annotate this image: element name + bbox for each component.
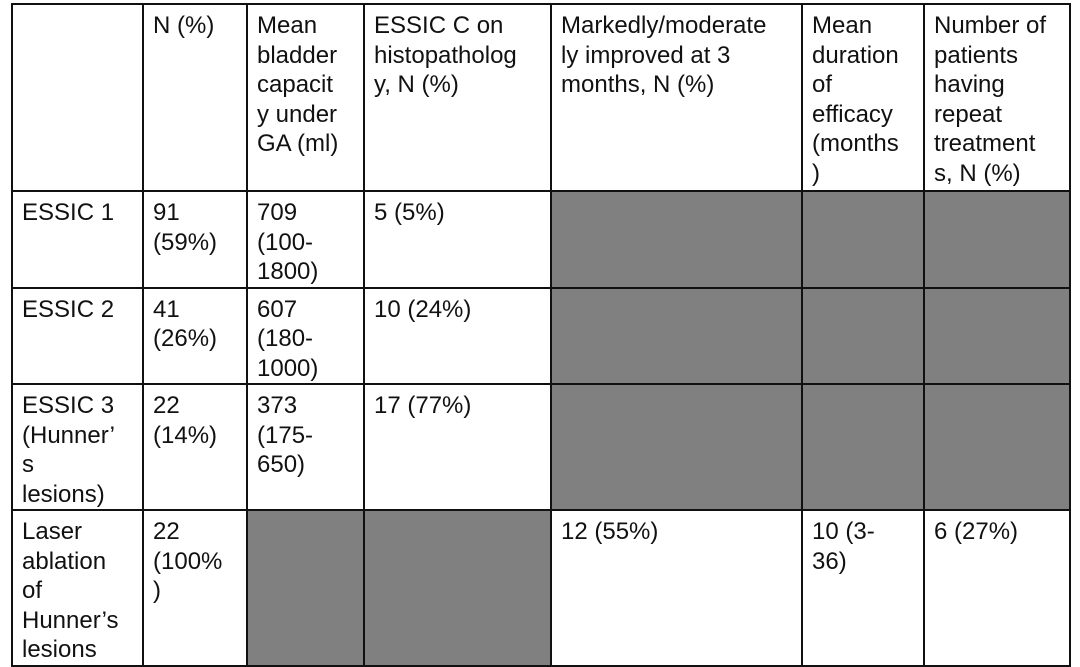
- results-table: N (%) Mean bladder capacit y under GA (m…: [11, 3, 1071, 667]
- shaded-cell: [363, 509, 552, 667]
- table-cell: 709 (100- 1800): [246, 190, 365, 289]
- table-cell: 10 (24%): [363, 286, 552, 385]
- shaded-cell: [923, 190, 1071, 289]
- table-cell: 6 (27%): [923, 509, 1071, 667]
- table-cell: 17 (77%): [363, 383, 552, 511]
- shaded-cell: [923, 383, 1071, 511]
- table-row-essic-1: ESSIC 1 91 (59%) 709 (100- 1800) 5 (5%): [11, 190, 1071, 289]
- header-cell-mean-bladder-capacity: Mean bladder capacit y under GA (ml): [246, 3, 365, 192]
- table-row-essic-2: ESSIC 2 41 (26%) 607 (180- 1000) 10 (24%…: [11, 286, 1071, 385]
- header-cell-mean-duration-efficacy: Mean duration of efficacy (months ): [801, 3, 925, 192]
- header-row: N (%) Mean bladder capacit y under GA (m…: [11, 3, 1071, 192]
- row-label-cell: ESSIC 2: [11, 286, 144, 385]
- header-cell-repeat-treatments: Number of patients having repeat treatme…: [923, 3, 1071, 192]
- table-cell: 373 (175- 650): [246, 383, 365, 511]
- row-label-cell: ESSIC 1: [11, 190, 144, 289]
- row-label-cell: Laser ablation of Hunner’s lesions: [11, 509, 144, 667]
- shaded-cell: [801, 190, 925, 289]
- header-cell-blank: [11, 3, 144, 192]
- table-cell: 5 (5%): [363, 190, 552, 289]
- shaded-cell: [550, 286, 803, 385]
- shaded-cell: [550, 190, 803, 289]
- table-row-essic-3: ESSIC 3 (Hunner’ s lesions) 22 (14%) 373…: [11, 383, 1071, 511]
- shaded-cell: [801, 286, 925, 385]
- table-cell: 41 (26%): [142, 286, 248, 385]
- table-cell: 22 (14%): [142, 383, 248, 511]
- table-cell: 22 (100% ): [142, 509, 248, 667]
- shaded-cell: [801, 383, 925, 511]
- row-label-cell: ESSIC 3 (Hunner’ s lesions): [11, 383, 144, 511]
- table-row-laser-ablation: Laser ablation of Hunner’s lesions 22 (1…: [11, 509, 1071, 667]
- table-cell: 607 (180- 1000): [246, 286, 365, 385]
- shaded-cell: [246, 509, 365, 667]
- shaded-cell: [923, 286, 1071, 385]
- header-cell-improved-3-months: Markedly/moderate ly improved at 3 month…: [550, 3, 803, 192]
- header-cell-n-percent: N (%): [142, 3, 248, 192]
- header-cell-essic-c-histopathology: ESSIC C on histopatholog y, N (%): [363, 3, 552, 192]
- table-cell: 91 (59%): [142, 190, 248, 289]
- table-cell: 12 (55%): [550, 509, 803, 667]
- table-cell: 10 (3- 36): [801, 509, 925, 667]
- shaded-cell: [550, 383, 803, 511]
